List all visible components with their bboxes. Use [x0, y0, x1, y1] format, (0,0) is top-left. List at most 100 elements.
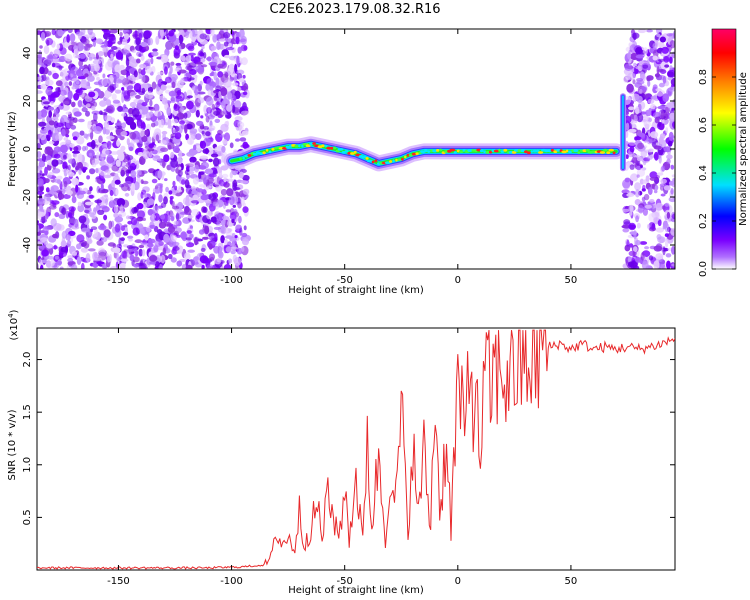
noise-blob — [98, 224, 107, 231]
spectrogram-y-label: Frequency (Hz) — [7, 111, 18, 187]
noise-blob — [151, 178, 158, 184]
noise-blob — [634, 257, 643, 263]
noise-blob — [216, 221, 221, 225]
noise-blob — [65, 139, 72, 144]
noise-blob — [55, 133, 63, 142]
noise-blob — [109, 151, 119, 155]
noise-blob — [75, 184, 79, 193]
noise-blob — [178, 185, 182, 192]
noise-blob — [190, 55, 194, 62]
ridge-hotspot — [389, 160, 393, 163]
noise-blob — [114, 64, 121, 74]
noise-blob — [170, 99, 176, 103]
noise-blob — [149, 221, 155, 229]
noise-blob — [637, 142, 645, 150]
noise-blob — [669, 40, 675, 49]
noise-blob — [189, 233, 194, 239]
ridge-hotspot — [294, 144, 299, 148]
noise-blob — [666, 102, 675, 108]
noise-blob — [91, 105, 96, 111]
noise-blob — [147, 58, 151, 63]
noise-blob — [104, 194, 109, 198]
noise-blob — [119, 64, 125, 71]
noise-blob — [214, 232, 218, 242]
ridge-hotspot — [503, 148, 508, 152]
noise-blob — [655, 227, 665, 233]
noise-blob — [66, 34, 71, 43]
noise-blob — [37, 142, 41, 150]
noise-blob — [221, 100, 226, 109]
snr-x-label: Height of straight line (km) — [288, 585, 424, 596]
noise-blob — [50, 187, 55, 193]
noise-blob — [131, 207, 139, 214]
noise-blob — [211, 103, 216, 111]
spectrogram-y-ticks: -40 -20 0 20 40 — [22, 47, 675, 253]
noise-blob — [53, 146, 62, 153]
y-tick-label: 40 — [22, 47, 33, 60]
noise-blob — [94, 146, 98, 152]
noise-blob — [648, 222, 656, 230]
noise-blob — [634, 199, 641, 206]
noise-blob — [171, 248, 177, 255]
noise-blob — [87, 121, 92, 130]
noise-blob — [142, 150, 150, 160]
noise-blob — [201, 45, 205, 50]
noise-blob — [110, 53, 114, 59]
noise-blob — [650, 95, 658, 100]
noise-blob — [45, 260, 52, 268]
noise-blob — [65, 111, 71, 115]
ridge-hotspot — [239, 157, 243, 161]
noise-blob — [40, 264, 44, 269]
noise-blob — [236, 73, 243, 80]
noise-blob — [661, 165, 666, 172]
noise-blob — [37, 220, 40, 224]
noise-blob — [205, 175, 210, 180]
noise-blob — [241, 130, 249, 136]
noise-blob — [242, 206, 249, 214]
noise-blob — [50, 218, 57, 227]
noise-blob — [75, 145, 82, 152]
x-tick-label: -100 — [220, 275, 243, 286]
noise-blob — [127, 248, 136, 253]
noise-blob — [636, 222, 641, 229]
noise-blob — [71, 101, 76, 108]
noise-blob — [635, 106, 640, 115]
noise-blob — [625, 130, 629, 139]
noise-blob — [221, 145, 226, 153]
noise-blob — [86, 175, 90, 180]
noise-blob — [117, 40, 123, 45]
noise-blob — [102, 78, 111, 87]
noise-blob — [176, 260, 183, 267]
noise-blob — [41, 173, 45, 177]
noise-blob — [183, 112, 188, 119]
noise-blob — [96, 76, 100, 81]
noise-blob — [671, 213, 675, 220]
noise-blob — [112, 99, 120, 104]
noise-blob — [214, 258, 222, 265]
noise-blob — [192, 177, 199, 185]
noise-blob — [87, 75, 95, 82]
noise-blob — [168, 34, 177, 43]
noise-blob — [238, 215, 242, 224]
noise-blob — [48, 205, 57, 210]
noise-blob — [160, 254, 166, 264]
noise-blob — [639, 89, 643, 94]
noise-blob — [104, 115, 113, 122]
noise-blob — [46, 197, 52, 202]
noise-blob — [665, 239, 669, 248]
noise-blob — [242, 74, 246, 79]
noise-blob — [671, 263, 675, 267]
noise-blob — [63, 180, 68, 188]
noise-blob — [106, 135, 115, 140]
noise-blob — [100, 189, 109, 194]
noise-blob — [624, 63, 633, 71]
noise-blob — [106, 126, 115, 131]
y-tick-label: 1.5 — [22, 404, 33, 420]
noise-blob — [148, 238, 156, 244]
noise-blob — [38, 50, 42, 60]
noise-blob — [189, 225, 193, 230]
noise-blob — [50, 101, 54, 105]
noise-blob — [96, 151, 100, 161]
noise-blob — [194, 164, 200, 173]
noise-blob — [187, 249, 195, 253]
